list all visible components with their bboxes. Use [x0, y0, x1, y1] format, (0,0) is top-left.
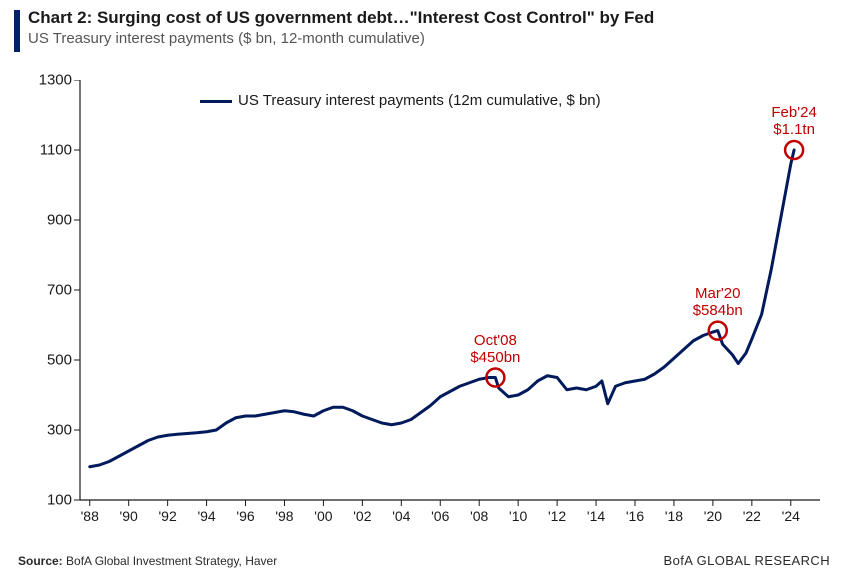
x-tick-label: '88 [81, 508, 99, 524]
annotation-value: $450bn [470, 349, 520, 366]
x-tick-label: '10 [509, 508, 527, 524]
annotation: Feb'24$1.1tn [771, 104, 816, 139]
source-text: BofA Global Investment Strategy, Haver [66, 554, 277, 568]
x-tick-label: '08 [470, 508, 488, 524]
annotation-value: $1.1tn [771, 121, 816, 138]
x-tick-label: '06 [431, 508, 449, 524]
y-tick-label: 900 [24, 212, 72, 229]
x-tick-label: '02 [353, 508, 371, 524]
annotation: Mar'20$584bn [693, 285, 743, 320]
x-tick-label: '14 [587, 508, 605, 524]
x-tick-label: '24 [782, 508, 800, 524]
annotation-value: $584bn [693, 302, 743, 319]
x-tick-label: '16 [626, 508, 644, 524]
y-tick-label: 1300 [24, 72, 72, 89]
y-tick-label: 500 [24, 352, 72, 369]
chart-page: Chart 2: Surging cost of US government d… [0, 0, 848, 588]
annotation-date: Feb'24 [771, 104, 816, 121]
x-tick-label: '18 [665, 508, 683, 524]
x-tick-label: '00 [314, 508, 332, 524]
x-tick-label: '90 [120, 508, 138, 524]
y-tick-label: 300 [24, 422, 72, 439]
annotation-date: Oct'08 [470, 332, 520, 349]
annotation: Oct'08$450bn [470, 332, 520, 367]
x-tick-label: '96 [236, 508, 254, 524]
x-tick-label: '92 [159, 508, 177, 524]
footer-right: BofA GLOBAL RESEARCH [664, 553, 830, 568]
x-tick-label: '94 [197, 508, 215, 524]
chart-subtitle: US Treasury interest payments ($ bn, 12-… [28, 30, 654, 47]
accent-bar [14, 10, 20, 52]
source-prefix: Source: [18, 554, 66, 568]
x-tick-label: '98 [275, 508, 293, 524]
x-tick-label: '04 [392, 508, 410, 524]
y-tick-label: 700 [24, 282, 72, 299]
annotation-date: Mar'20 [693, 285, 743, 302]
title-block: Chart 2: Surging cost of US government d… [28, 8, 654, 47]
y-tick-label: 1100 [24, 142, 72, 159]
x-tick-label: '22 [743, 508, 761, 524]
x-tick-label: '12 [548, 508, 566, 524]
x-tick-label: '20 [704, 508, 722, 524]
source-line: Source: BofA Global Investment Strategy,… [18, 554, 277, 568]
chart-title: Chart 2: Surging cost of US government d… [28, 8, 654, 28]
y-tick-label: 100 [24, 492, 72, 509]
